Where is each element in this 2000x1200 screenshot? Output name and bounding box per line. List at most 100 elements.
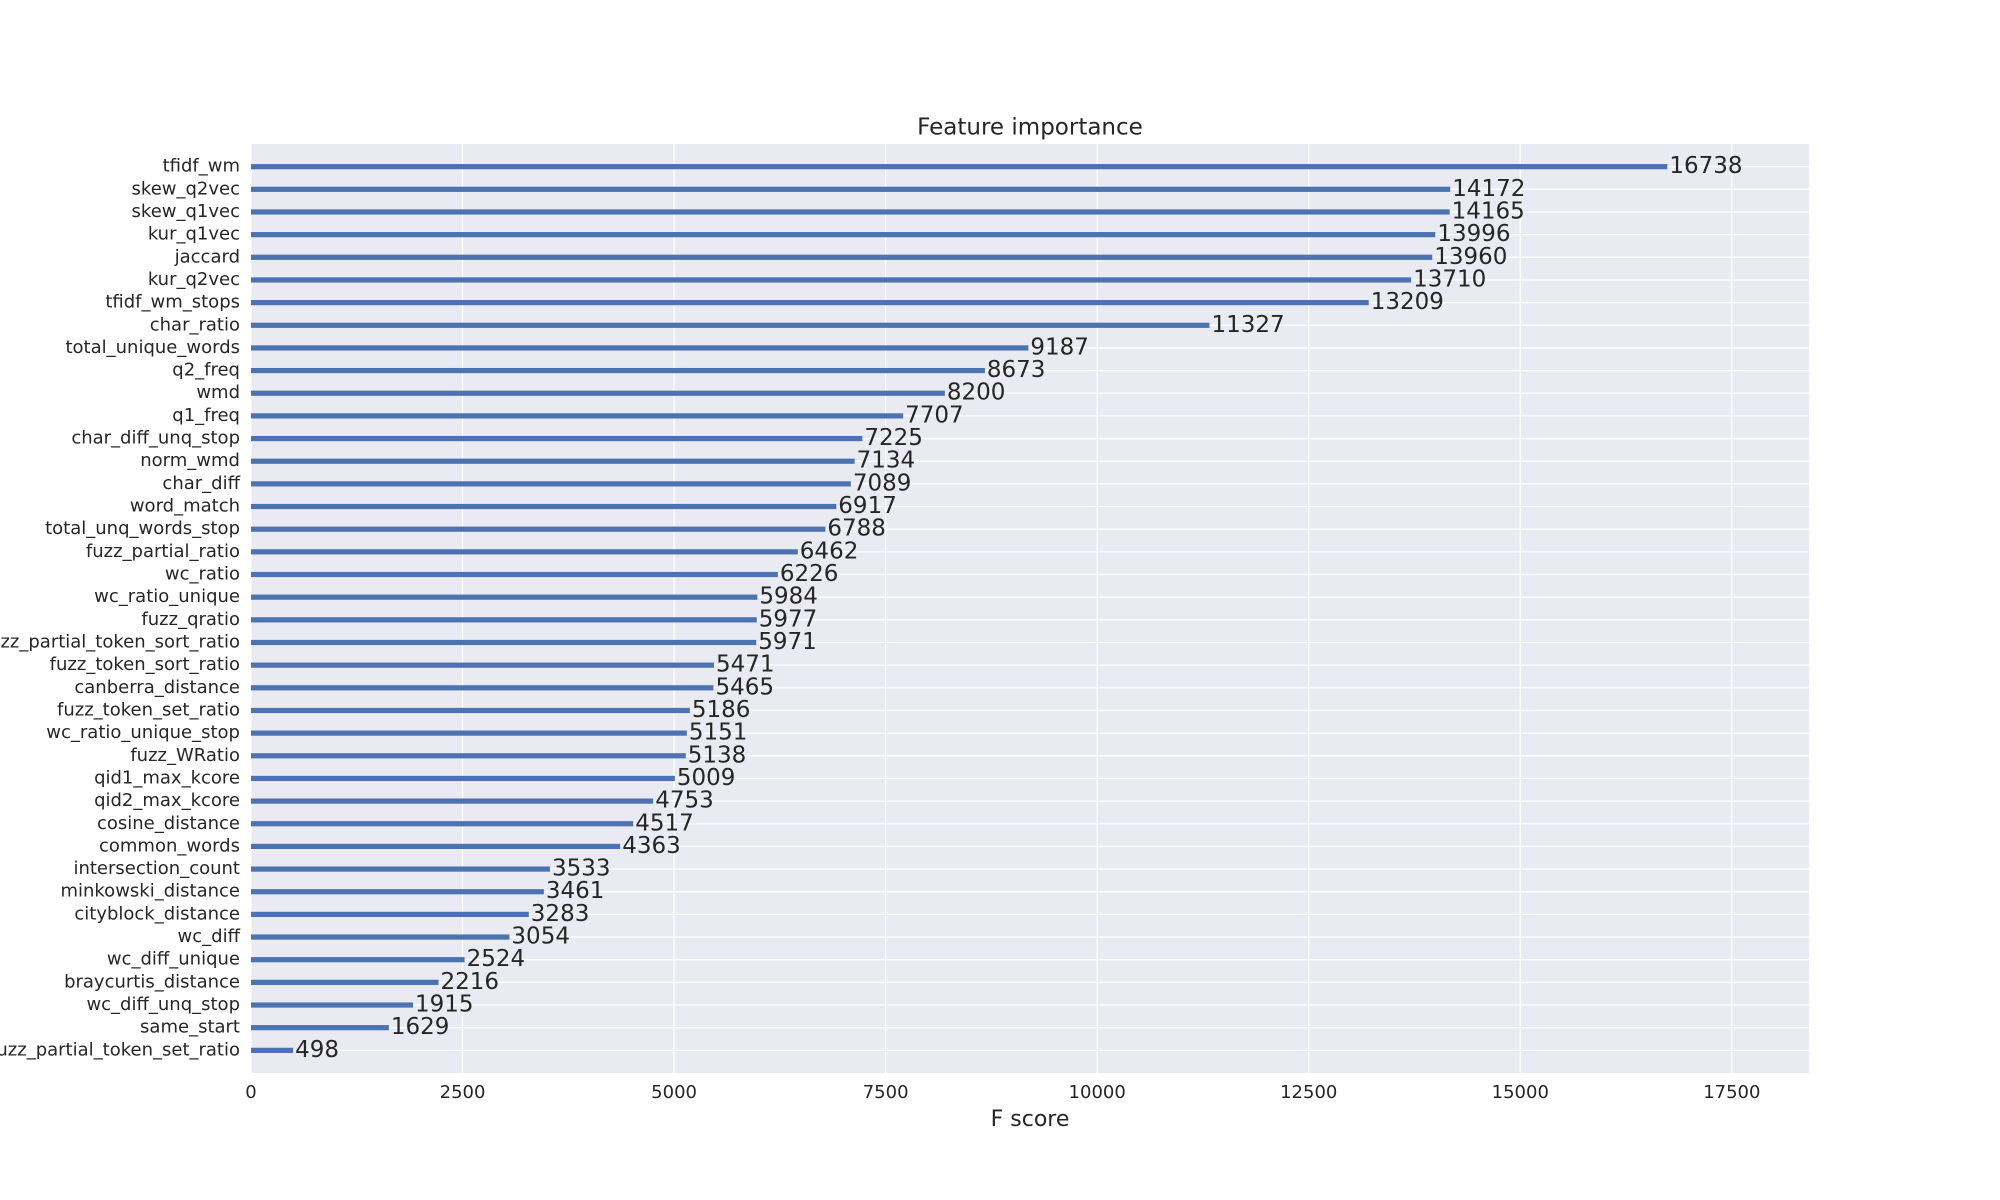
y-tick-label: fuzz_partial_ratio — [86, 541, 240, 562]
plot-area — [251, 144, 1809, 1073]
y-tick-label: total_unique_words — [65, 337, 240, 358]
y-tick-label: fuzz_WRatio — [130, 745, 240, 766]
y-tick-label: char_ratio — [150, 314, 240, 335]
bar — [251, 549, 798, 555]
bar — [251, 685, 714, 691]
bar — [251, 571, 778, 578]
bar — [251, 753, 686, 759]
x-tick-label: 0 — [245, 1082, 256, 1103]
y-tick-label: fuzz_qratio — [141, 609, 240, 630]
bar — [251, 707, 690, 714]
value-label: 3461 — [546, 878, 605, 904]
bar — [251, 979, 439, 985]
y-tick-label: skew_q2vec — [132, 178, 240, 199]
bar — [251, 209, 1450, 215]
y-tick-label: tfidf_wm — [163, 156, 240, 177]
y-tick-label: wc_ratio — [165, 564, 240, 585]
bar — [251, 821, 634, 827]
value-label: 16738 — [1669, 153, 1742, 179]
value-label: 14165 — [1452, 198, 1525, 224]
y-tick-label: common_words — [99, 835, 240, 856]
value-label: 1629 — [391, 1014, 450, 1040]
value-label: 5009 — [677, 765, 736, 791]
value-label: 498 — [295, 1037, 339, 1063]
y-tick-label: fuzz_partial_token_sort_ratio — [0, 631, 240, 652]
value-label: 8200 — [947, 380, 1006, 406]
value-label: 9187 — [1030, 334, 1089, 360]
y-tick-label: q1_freq — [172, 405, 240, 426]
value-label: 5465 — [715, 674, 774, 700]
y-tick-label: tfidf_wm_stops — [105, 292, 240, 313]
value-label: 5977 — [759, 606, 818, 632]
value-label: 6462 — [800, 538, 859, 564]
x-tick-label: 5000 — [651, 1082, 697, 1103]
x-tick-label: 17500 — [1703, 1082, 1760, 1103]
y-tick-label: word_match — [130, 496, 240, 517]
y-tick-label: canberra_distance — [74, 677, 240, 698]
y-tick-label: intersection_count — [73, 858, 240, 879]
bar — [251, 662, 714, 668]
bar — [251, 1025, 389, 1031]
y-tick-label: fuzz_token_set_ratio — [57, 699, 240, 720]
y-tick-label: cosine_distance — [97, 813, 240, 834]
y-tick-label: wc_diff — [178, 926, 241, 947]
x-tick-label: 15000 — [1492, 1082, 1549, 1103]
value-label: 2524 — [467, 946, 526, 972]
value-label: 1915 — [415, 992, 474, 1018]
bar — [251, 639, 757, 646]
y-tick-label: char_diff — [162, 473, 240, 494]
y-tick-label: kur_q2vec — [148, 269, 240, 290]
bar — [251, 594, 758, 600]
bar — [251, 1002, 414, 1008]
value-label: 4753 — [655, 788, 714, 814]
y-tick-label: braycurtis_distance — [64, 971, 240, 992]
y-tick-label: same_start — [140, 1017, 240, 1038]
value-label: 3054 — [511, 924, 570, 950]
y-tick-label: norm_wmd — [140, 450, 240, 471]
bar — [251, 345, 1029, 351]
value-label: 13710 — [1413, 266, 1486, 292]
bar — [251, 390, 945, 396]
x-tick-label: 12500 — [1280, 1082, 1337, 1103]
x-tick-label: 2500 — [440, 1082, 486, 1103]
y-tick-label: skew_q1vec — [132, 201, 240, 222]
value-label: 5471 — [716, 652, 775, 678]
value-label: 4517 — [635, 810, 694, 836]
value-label: 3533 — [552, 856, 611, 882]
bar — [251, 934, 510, 940]
y-tick-label: fuzz_token_sort_ratio — [50, 654, 240, 675]
y-tick-label: qid2_max_kcore — [94, 790, 240, 811]
value-label: 13209 — [1371, 289, 1444, 315]
value-label: 5984 — [759, 584, 818, 610]
y-tick-label: jaccard — [174, 246, 240, 267]
x-axis-label: F score — [991, 1107, 1070, 1132]
y-tick-label: total_unq_words_stop — [45, 518, 240, 539]
y-tick-label: char_diff_unq_stop — [71, 428, 240, 449]
marks — [251, 164, 1668, 1053]
bar — [251, 367, 985, 374]
value-label: 14172 — [1452, 176, 1525, 202]
value-label: 4363 — [622, 833, 681, 859]
value-label: 7089 — [853, 470, 912, 496]
bar — [251, 843, 621, 850]
y-tick-label: wc_ratio_unique_stop — [46, 722, 240, 743]
bar — [251, 798, 654, 804]
bar — [251, 911, 529, 917]
bar — [251, 186, 1451, 192]
y-tick-label: kur_q1vec — [148, 224, 240, 245]
bar — [251, 775, 675, 782]
y-tick-label: wc_diff_unq_stop — [86, 994, 240, 1015]
y-tick-label: wmd — [196, 382, 240, 403]
value-label: 11327 — [1211, 312, 1284, 338]
value-label: 5186 — [692, 697, 751, 723]
bar — [251, 413, 904, 419]
value-label: 5971 — [758, 629, 817, 655]
y-tick-label: minkowski_distance — [60, 881, 240, 902]
y-tick-label: qid1_max_kcore — [94, 767, 240, 788]
value-label: 13996 — [1437, 221, 1510, 247]
bar — [251, 277, 1412, 283]
x-tick-label: 10000 — [1069, 1082, 1126, 1103]
bar — [251, 1047, 294, 1053]
